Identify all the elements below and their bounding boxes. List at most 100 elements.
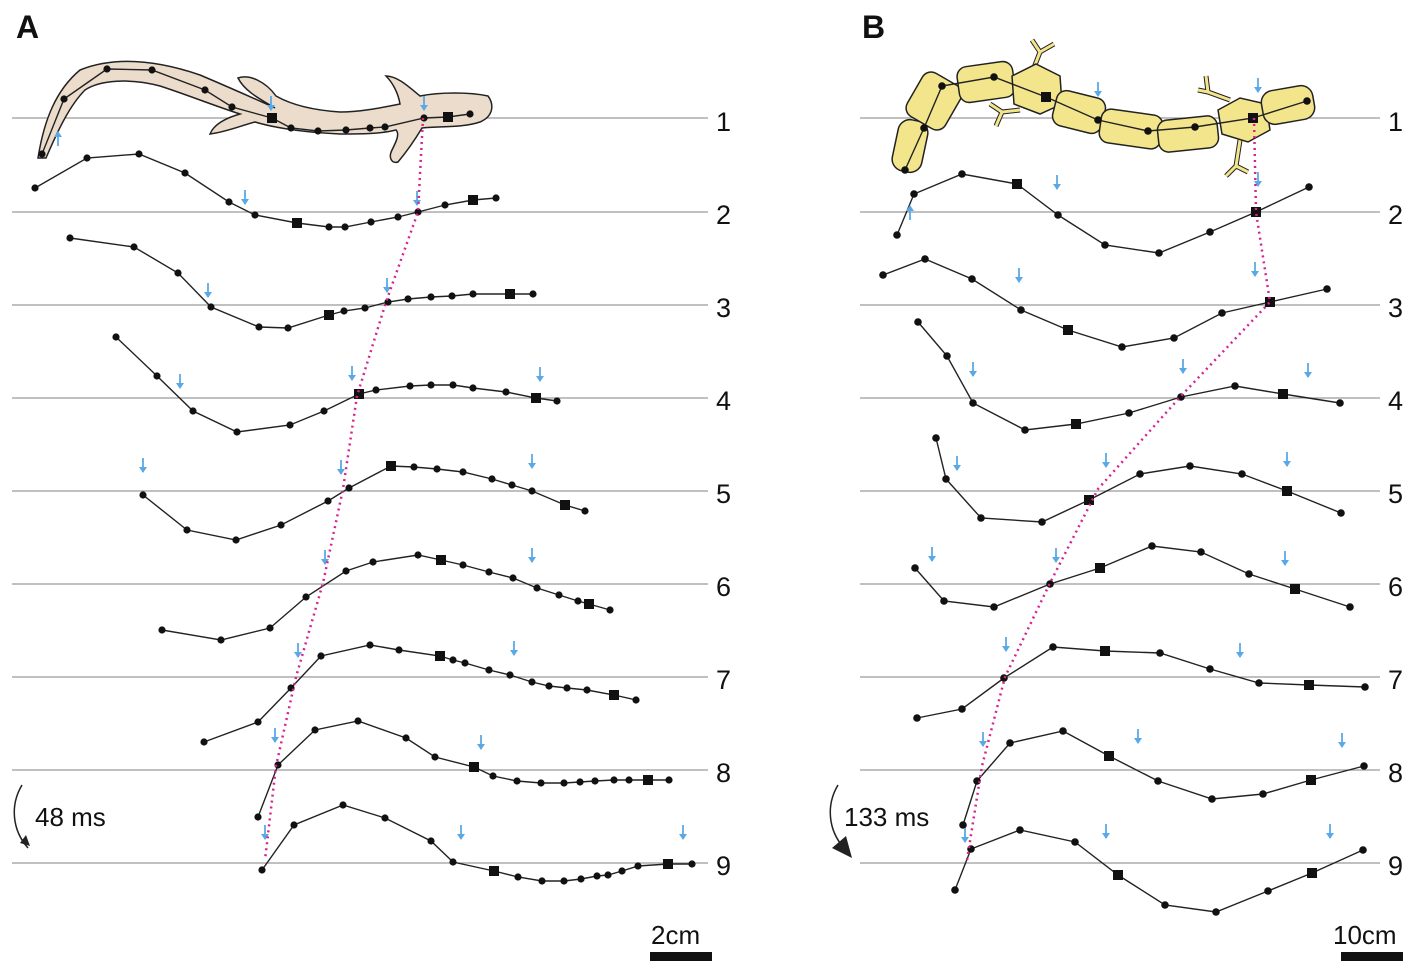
body-point xyxy=(1197,548,1205,556)
phase-arrowhead-icon xyxy=(1052,557,1060,563)
panel-label: A xyxy=(16,9,39,45)
body-line xyxy=(203,644,637,743)
body-point xyxy=(201,86,209,94)
phase-arrowhead-icon xyxy=(928,556,936,562)
body-point xyxy=(560,779,568,787)
body-point xyxy=(1238,470,1246,478)
phase-arrowhead-icon xyxy=(1236,652,1244,658)
body-point xyxy=(1006,739,1014,747)
body-point xyxy=(977,514,985,522)
body-point xyxy=(1336,399,1344,407)
body-point xyxy=(893,231,901,239)
girdle-marker xyxy=(1104,751,1114,761)
body-point xyxy=(1155,249,1163,257)
phase-arrowhead-icon xyxy=(337,469,345,475)
body-point xyxy=(528,678,536,686)
body-line xyxy=(69,237,533,329)
row-label: 4 xyxy=(1388,386,1403,416)
body-point xyxy=(320,407,328,415)
body-line xyxy=(896,173,1310,254)
body-point xyxy=(441,201,449,209)
body-point xyxy=(942,475,950,483)
girdle-marker xyxy=(560,500,570,510)
girdle-marker xyxy=(1084,495,1094,505)
girdle-marker xyxy=(1251,207,1261,217)
phase-arrowhead-icon xyxy=(204,292,212,298)
body-point xyxy=(83,154,91,162)
body-point xyxy=(266,624,274,632)
body-waveform xyxy=(901,73,1311,174)
phase-arrowhead-icon xyxy=(477,744,485,750)
body-point xyxy=(406,382,414,390)
body-point xyxy=(433,465,441,473)
salamander-icon xyxy=(37,60,493,164)
salamander-robot-icon xyxy=(891,38,1316,178)
body-point xyxy=(366,124,374,132)
body-line xyxy=(917,321,1341,431)
body-point xyxy=(901,166,909,174)
phase-arrowhead-icon xyxy=(348,375,356,381)
body-point xyxy=(158,626,166,634)
body-point xyxy=(1186,462,1194,470)
body-point xyxy=(258,866,266,874)
body-point xyxy=(513,777,521,785)
phase-arrowhead-icon xyxy=(420,105,428,111)
row-label: 3 xyxy=(1388,293,1403,323)
body-line xyxy=(142,465,586,541)
body-point xyxy=(459,561,467,569)
body-point xyxy=(688,860,696,868)
time-label: 133 ms xyxy=(844,802,929,832)
body-point xyxy=(938,82,946,90)
row-label: 2 xyxy=(716,200,731,230)
body-point xyxy=(1323,285,1331,293)
phase-arrowhead-icon xyxy=(510,650,518,656)
body-point xyxy=(951,886,959,894)
phase-arrowhead-icon xyxy=(321,559,329,565)
row-label: 7 xyxy=(716,665,731,695)
body-point xyxy=(290,821,298,829)
body-point xyxy=(485,568,493,576)
body-point xyxy=(225,198,233,206)
tracking-line xyxy=(965,117,1272,861)
phase-arrowhead-icon xyxy=(979,741,987,747)
scale-label: 2cm xyxy=(651,920,700,950)
body-point xyxy=(469,384,477,392)
body-point xyxy=(581,507,589,515)
body-point xyxy=(973,777,981,785)
phase-arrowhead-icon xyxy=(413,200,421,206)
body-point xyxy=(959,821,967,829)
body-point xyxy=(340,307,348,315)
body-point xyxy=(1218,309,1226,317)
body-point xyxy=(317,652,325,660)
girdle-marker xyxy=(531,393,541,403)
body-point xyxy=(921,255,929,263)
girdle-marker xyxy=(584,599,594,609)
body-point xyxy=(414,551,422,559)
body-line xyxy=(161,554,611,641)
body-point xyxy=(1049,643,1057,651)
body-point xyxy=(606,606,614,614)
body-point xyxy=(38,150,46,158)
phase-arrowhead-icon xyxy=(528,463,536,469)
body-point xyxy=(183,526,191,534)
body-point xyxy=(254,718,262,726)
body-point xyxy=(910,190,918,198)
phase-arrowhead-icon xyxy=(267,105,275,111)
row-label: 9 xyxy=(716,851,731,881)
body-line xyxy=(257,720,669,818)
girdle-marker xyxy=(1278,389,1288,399)
phase-arrowhead-icon xyxy=(969,371,977,377)
body-point xyxy=(395,646,403,654)
body-point xyxy=(314,127,322,135)
girdle-marker xyxy=(489,866,499,876)
body-point xyxy=(60,95,68,103)
body-point xyxy=(913,714,921,722)
body-point xyxy=(489,772,497,780)
body-point xyxy=(381,123,389,131)
body-point xyxy=(1264,887,1272,895)
body-point xyxy=(545,682,553,690)
body-point xyxy=(448,292,456,300)
panel-a: A 1 2 3 4 5 6 7 8 9 48 ms 2cm xyxy=(12,9,731,961)
phase-arrowhead-icon xyxy=(1179,368,1187,374)
panel-b: B 1 2 3 4 5 6 7 8 9 xyxy=(829,9,1403,961)
